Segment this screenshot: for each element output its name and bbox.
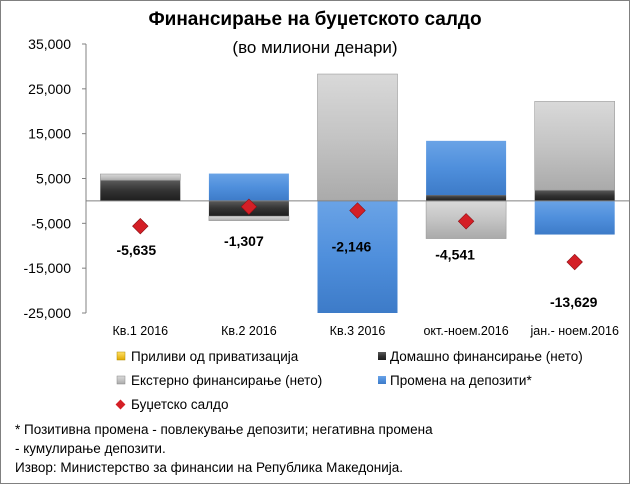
y-tick-label: -25,000	[24, 305, 72, 321]
balance-marker	[240, 198, 258, 215]
legend-item-balance: Буџетско салдо	[115, 397, 228, 412]
bar-deposits	[208, 173, 289, 201]
legend-swatch-deposits	[378, 376, 386, 384]
balance-data-label: -1,307	[224, 233, 264, 249]
y-tick-label: -15,000	[24, 260, 72, 276]
axes	[85, 44, 629, 313]
category-label: Кв.2 2016	[221, 324, 277, 338]
category-label: окт.-ноем.2016	[423, 324, 508, 338]
balance-marker	[349, 202, 366, 219]
legend-swatch-domestic	[378, 352, 386, 360]
balance-data-label: -4,541	[435, 246, 475, 262]
legend-item-deposits: Промена на депозити*	[378, 373, 532, 388]
bar-domestic	[534, 190, 615, 201]
bars	[100, 73, 616, 313]
legend: Приливи од приватизација Домашно финанси…	[115, 349, 583, 412]
bar-external	[100, 173, 181, 181]
chart-subtitle: (во милиони денари)	[232, 38, 397, 57]
y-tick-label: 25,000	[28, 81, 71, 97]
balance-marker	[132, 217, 149, 235]
footnote-line-2: - кумулирање депозити.	[15, 441, 166, 456]
category-label: Кв.3 2016	[330, 324, 386, 338]
legend-item-domestic: Домашно финансирање (нето)	[378, 349, 583, 364]
legend-swatch-balance	[115, 399, 126, 410]
legend-item-external: Екстерно финансирање (нето)	[116, 373, 322, 388]
y-tick-label: -5,000	[31, 215, 71, 231]
legend-item-privatization: Приливи од приватизација	[116, 349, 299, 364]
legend-swatch-external	[116, 375, 126, 385]
bar-deposits	[426, 140, 507, 196]
legend-label-external: Екстерно финансирање (нето)	[131, 373, 322, 388]
legend-label-privatization: Приливи од приватизација	[131, 349, 299, 364]
bar-external	[317, 73, 398, 202]
legend-swatch-privatization	[116, 351, 126, 361]
balance-marker	[457, 213, 475, 230]
source-note: Извор: Министерство за финансии на Репуб…	[15, 460, 403, 475]
x-axis: Кв.1 2016 Кв.2 2016 Кв.3 2016 окт.-ноем.201…	[112, 324, 618, 338]
bar-domestic	[426, 195, 507, 201]
balance-data-label: -13,629	[550, 294, 598, 310]
bar-domestic	[100, 180, 181, 201]
y-axis: 35,000 25,000 15,000 5,000 -5,000 -15,000 -25,…	[24, 36, 86, 321]
balance-markers	[132, 198, 583, 271]
chart-title: Финансирање на буџетското салдо	[148, 9, 481, 30]
legend-label-balance: Буџетско салдо	[131, 397, 228, 412]
bar-deposits	[317, 200, 398, 313]
balance-data-label: -2,146	[332, 239, 372, 255]
y-tick-label: 15,000	[28, 126, 71, 142]
y-tick-label: 5,000	[36, 171, 71, 187]
category-label: Кв.1 2016	[112, 324, 168, 338]
legend-label-domestic: Домашно финансирање (нето)	[390, 349, 583, 364]
data-labels: -5,635 -1,307 -2,146 -4,541 -13,629	[116, 233, 597, 310]
bar-external	[208, 215, 290, 221]
legend-label-deposits: Промена на депозити*	[390, 373, 532, 388]
category-label: јан.- ноем.2016	[529, 324, 618, 338]
bar-deposits	[534, 200, 615, 235]
bar-external	[534, 101, 616, 191]
y-tick-label: 35,000	[28, 36, 71, 52]
balance-marker	[566, 253, 583, 271]
footnote-line-1: * Позитивна промена - повлекување депози…	[15, 422, 433, 437]
balance-data-label: -5,635	[116, 242, 156, 258]
